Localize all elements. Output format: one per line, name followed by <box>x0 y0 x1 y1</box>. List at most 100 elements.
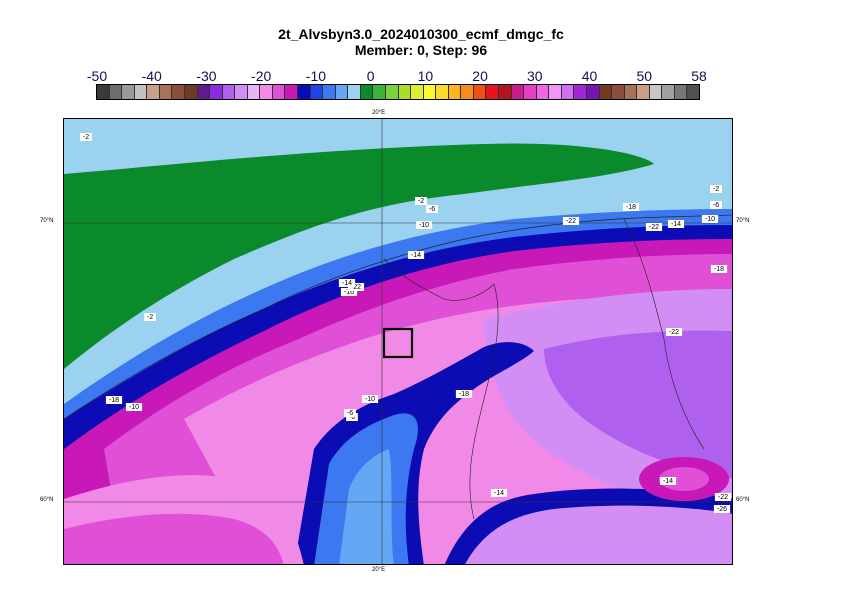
colorbar-segment <box>134 85 148 99</box>
colorbar-segment <box>461 85 474 99</box>
southeast-lavender-area <box>465 505 732 564</box>
svg-text:-14: -14 <box>663 478 673 485</box>
colorbar-segment <box>499 85 512 99</box>
contour-labels: -2-2-2-6-10-22-18-14-16-2-6-10-14-18-22-… <box>80 133 732 513</box>
colorbar-segment <box>436 85 449 99</box>
contour-label: -6 <box>426 205 438 213</box>
colorbar-tick-label: 50 <box>636 68 653 84</box>
colorbar-tick-label: 10 <box>417 68 434 84</box>
plot-title: 2t_Alvsbyn3.0_2024010300_ecmf_dmgc_fc <box>278 26 564 42</box>
colorbar-segment <box>649 85 663 99</box>
colorbar-segment <box>398 85 412 99</box>
colorbar-segment <box>674 85 688 99</box>
latitude-label-60-right: 60°N <box>736 497 750 503</box>
colorbar-segment <box>448 85 462 99</box>
coastline <box>64 214 732 420</box>
colorbar-segment <box>536 85 550 99</box>
colorbar-segment <box>247 85 261 99</box>
latitude-label-70-right: 70°N <box>736 218 750 224</box>
svg-text:-6: -6 <box>429 206 435 213</box>
svg-text:-14: -14 <box>494 490 504 497</box>
temperature-colorbar <box>96 84 700 100</box>
colorbar-segment <box>624 85 638 99</box>
colorbar-segment <box>323 85 336 99</box>
svg-text:-6: -6 <box>349 414 355 421</box>
contour-label: -22 <box>645 223 663 231</box>
svg-text:-6: -6 <box>347 410 353 417</box>
contour-label: -10 <box>125 403 143 411</box>
contour-label: -6 <box>710 201 722 209</box>
colorbar-segment <box>586 85 600 99</box>
coastal-light-blue-band <box>64 181 732 419</box>
colorbar-segment <box>235 85 248 99</box>
colorbar-segment <box>285 85 298 99</box>
colorbar-segment <box>637 85 650 99</box>
colorbar-segment <box>97 85 110 99</box>
colorbar-segment <box>612 85 625 99</box>
contour-label: -14 <box>490 489 508 497</box>
contour-label: -18 <box>622 203 640 211</box>
svg-text:-14: -14 <box>411 252 421 259</box>
colorbar-segment <box>411 85 424 99</box>
colorbar-segment <box>549 85 562 99</box>
colorbar-tick-label: -10 <box>305 68 327 84</box>
svg-text:-22: -22 <box>566 218 576 225</box>
map-canvas: -2-2-2-6-10-22-18-14-16-2-6-10-14-18-22-… <box>64 119 732 564</box>
contour-label: -6 <box>344 409 356 417</box>
contour-label: -14 <box>407 251 425 259</box>
colorbar-segment <box>486 85 499 99</box>
colorbar-tick-label: 30 <box>527 68 543 84</box>
border-line <box>383 258 495 301</box>
colorbar-segment <box>524 85 537 99</box>
contour-label: -2 <box>144 313 156 321</box>
svg-text:-10: -10 <box>365 396 375 403</box>
contour-label: -18 <box>455 390 473 398</box>
svg-text:-10: -10 <box>129 404 139 411</box>
contour-label: -2 <box>415 197 427 205</box>
contour-label: -26 <box>713 505 731 513</box>
temperature-map: -2 -2 -2 -6 -10 -22 -18 -14 -16 -2 -6 -10 -14 -18 -22-… <box>63 118 733 565</box>
plot-subtitle: Member: 0, Step: 96 <box>354 42 488 58</box>
border-line-3 <box>623 218 705 450</box>
colorbar-segment <box>172 85 185 99</box>
latitude-label-70-left: 70°N <box>40 218 54 224</box>
station-box <box>382 327 414 359</box>
colorbar-segment <box>561 85 575 99</box>
colorbar-segment <box>310 85 324 99</box>
svg-text:-22: -22 <box>669 329 679 336</box>
svg-text:-2: -2 <box>83 134 89 141</box>
colorbar-segment <box>574 85 587 99</box>
contour-label: -14 <box>667 220 685 228</box>
colorbar-segment <box>122 85 135 99</box>
colorbar-tick-label: 20 <box>472 68 488 84</box>
contour-label: -18 <box>105 396 123 404</box>
colorbar-segment <box>348 85 361 99</box>
svg-text:-22: -22 <box>351 284 361 291</box>
colorbar-segment <box>385 85 399 99</box>
contour-label: -18 <box>710 265 728 273</box>
svg-text:-16: -16 <box>344 289 354 296</box>
green-temperature-band <box>64 143 654 369</box>
colorbar-segment <box>260 85 273 99</box>
colorbar-segment <box>599 85 613 99</box>
svg-text:-6: -6 <box>713 202 719 209</box>
contour-label: -10 <box>415 221 433 229</box>
colorbar-segment <box>222 85 236 99</box>
svg-text:-2: -2 <box>713 186 719 193</box>
contour-label: -14 <box>338 279 356 287</box>
longitude-label-top: 20°E <box>372 110 386 116</box>
contour-label: -22 <box>665 328 683 336</box>
svg-text:-18: -18 <box>459 391 469 398</box>
colorbar-tick-label: -40 <box>141 68 162 84</box>
gulf-of-bothnia-light <box>339 449 394 564</box>
latitude-label-60-left: 60°N <box>40 497 54 503</box>
contour-label: -10 <box>701 215 719 223</box>
contour-label: -22 <box>562 217 580 225</box>
northeast-purple-area <box>544 330 732 479</box>
colorbar-tick-label: 0 <box>366 68 375 84</box>
svg-text:-22: -22 <box>718 494 728 501</box>
colorbar-segment <box>335 85 349 99</box>
svg-text:-2: -2 <box>147 314 153 321</box>
border-line-2 <box>469 283 499 520</box>
svg-text:-22: -22 <box>649 224 659 231</box>
